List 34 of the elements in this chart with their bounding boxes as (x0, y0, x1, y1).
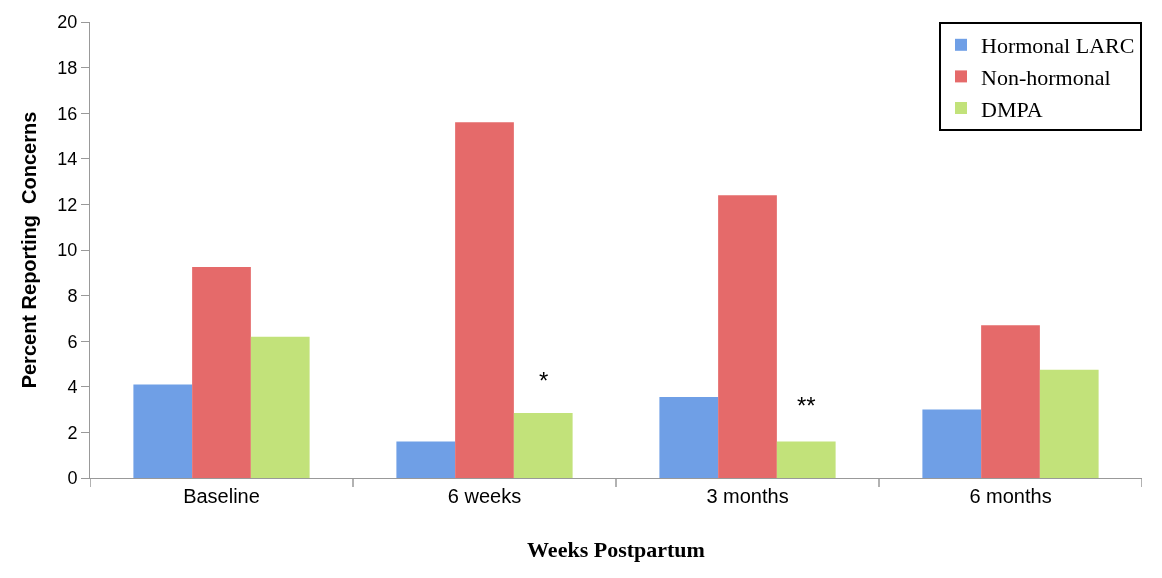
legend-label: Non-hormonal (981, 64, 1111, 90)
bar (250, 336, 310, 478)
legend-label: DMPA (981, 96, 1043, 122)
y-tick-label: 16 (57, 103, 78, 124)
bar (455, 122, 514, 478)
x-tick-label: Baseline (183, 485, 260, 507)
annotation: * (539, 367, 549, 394)
bar (396, 441, 456, 478)
bar (1039, 369, 1099, 478)
y-tick-label: 18 (57, 57, 78, 78)
y-tick-label: 0 (67, 468, 78, 489)
y-tick-label: 2 (67, 422, 78, 443)
x-tick-label: 3 months (706, 485, 789, 507)
bar (192, 267, 251, 478)
x-axis-title: Weeks Postpartum (527, 536, 705, 562)
y-tick-label: 10 (57, 240, 78, 261)
bar (513, 413, 573, 478)
y-tick-label: 4 (67, 377, 78, 398)
y-axis-title: Percent Reporting Concerns (17, 111, 40, 389)
bar (981, 325, 1040, 478)
y-tick-label: 8 (67, 285, 78, 306)
y-tick-label: 12 (57, 194, 78, 215)
bar (776, 441, 836, 478)
bar (659, 397, 719, 478)
annotation: ** (797, 392, 816, 419)
legend-label: Hormonal LARC (981, 33, 1135, 59)
y-tick-label: 14 (57, 149, 78, 170)
bar (718, 195, 777, 478)
x-tick-label: 6 months (969, 485, 1052, 507)
y-tick-label: 6 (67, 331, 78, 352)
x-tick-label: 6 weeks (447, 485, 522, 507)
y-tick-label: 20 (57, 12, 78, 33)
bar (133, 384, 193, 478)
bar (922, 409, 982, 478)
